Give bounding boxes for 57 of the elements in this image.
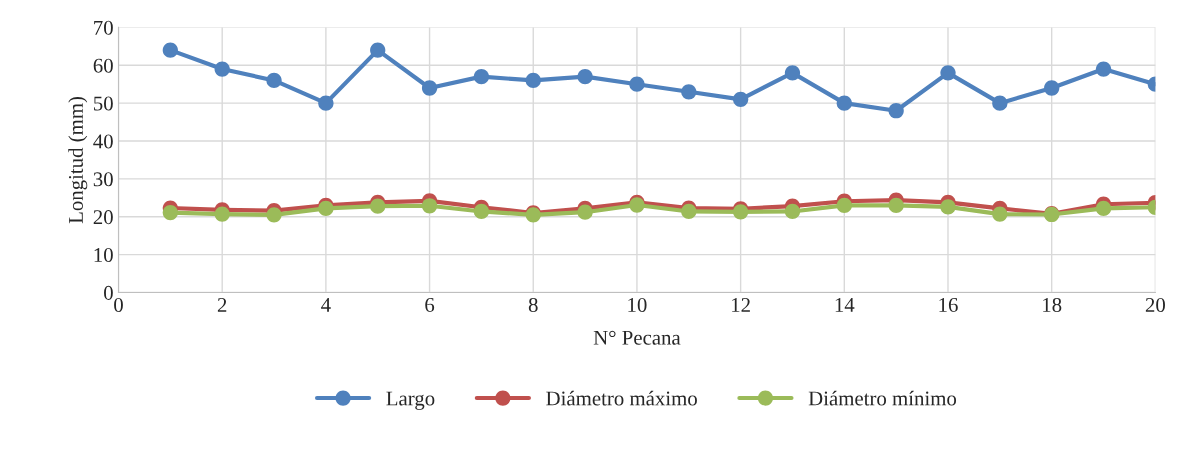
point bbox=[214, 206, 230, 222]
x-axis-title: N° Pecana bbox=[593, 330, 681, 345]
x-tick-label: 12 bbox=[732, 298, 750, 312]
point bbox=[473, 69, 490, 85]
legend-label: Diámetro máximo bbox=[546, 390, 697, 406]
point bbox=[629, 76, 645, 92]
x-tick-label: 4 bbox=[321, 298, 331, 312]
point bbox=[1095, 61, 1112, 77]
x-tick-label: 16 bbox=[939, 298, 958, 312]
point bbox=[421, 80, 438, 96]
point bbox=[888, 103, 904, 119]
legend-label: Largo bbox=[386, 391, 435, 410]
point bbox=[836, 197, 852, 214]
point bbox=[681, 203, 697, 220]
point bbox=[992, 206, 1008, 222]
point bbox=[940, 65, 956, 81]
y-tick-label: 0 bbox=[104, 285, 113, 300]
point bbox=[1095, 200, 1112, 217]
point bbox=[732, 91, 749, 107]
point bbox=[681, 84, 697, 100]
point bbox=[266, 72, 282, 89]
point bbox=[888, 197, 904, 214]
point bbox=[266, 207, 282, 223]
point bbox=[318, 95, 334, 111]
point bbox=[525, 72, 541, 89]
point bbox=[940, 199, 956, 215]
point bbox=[784, 65, 801, 81]
y-axis-title: Longitud (mm) bbox=[68, 96, 88, 224]
y-tick-label: 20 bbox=[93, 210, 113, 225]
y-tick-label: 10 bbox=[94, 247, 113, 263]
y-tick-label: 40 bbox=[93, 134, 113, 149]
x-tick-label: 0 bbox=[114, 297, 123, 312]
point bbox=[214, 61, 230, 77]
x-tick-label: 6 bbox=[425, 298, 435, 312]
legend-label: Diámetro mínimo bbox=[808, 390, 957, 406]
point bbox=[473, 203, 490, 220]
point bbox=[421, 198, 438, 214]
y-tick-label: 70 bbox=[94, 20, 113, 35]
point bbox=[577, 69, 593, 85]
x-tick-label: 8 bbox=[528, 297, 538, 312]
x-tick-label: 20 bbox=[1145, 297, 1165, 312]
point bbox=[1044, 80, 1060, 96]
point bbox=[992, 95, 1008, 111]
x-tick-label: 10 bbox=[628, 297, 647, 312]
point bbox=[577, 204, 593, 220]
x-tick-label: 2 bbox=[217, 298, 227, 312]
y-tick-label: 60 bbox=[93, 58, 113, 73]
point bbox=[784, 203, 801, 220]
y-tick-label: 30 bbox=[93, 172, 113, 187]
point bbox=[162, 204, 178, 221]
x-tick-label: 18 bbox=[1043, 297, 1062, 312]
point bbox=[370, 42, 386, 58]
point bbox=[370, 198, 386, 214]
y-tick-label: 50 bbox=[94, 96, 113, 111]
point bbox=[162, 42, 178, 58]
x-tick-label: 14 bbox=[835, 298, 855, 312]
point bbox=[836, 95, 852, 111]
